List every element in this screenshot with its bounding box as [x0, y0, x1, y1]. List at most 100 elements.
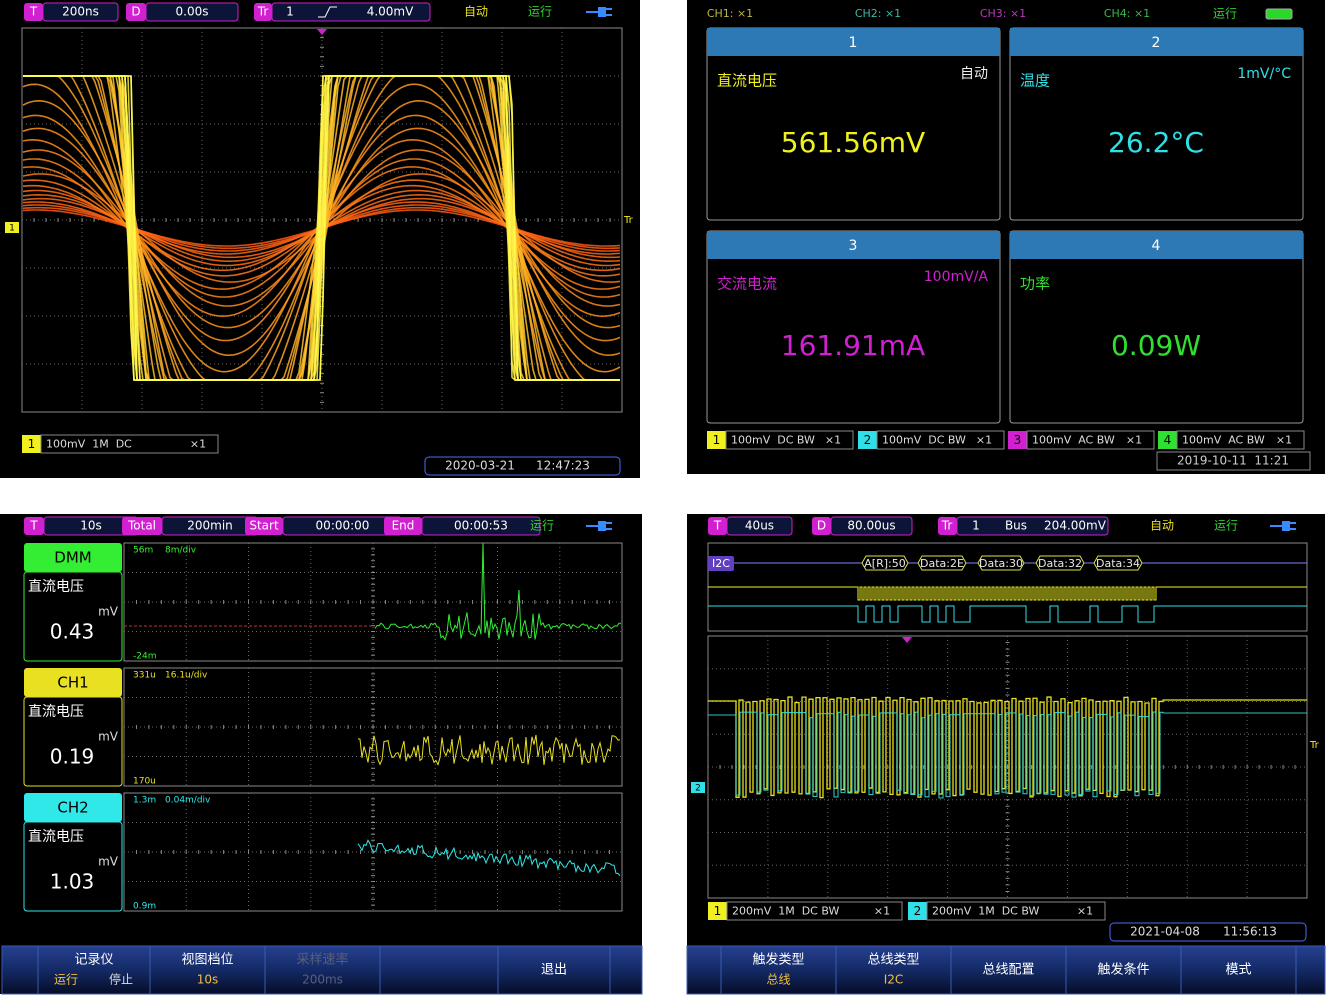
tag-label: Start: [249, 519, 279, 533]
frame-label: A[R]:50: [864, 557, 905, 570]
meter-box: [707, 231, 1000, 423]
menu-button[interactable]: [1296, 946, 1325, 994]
trigger-mode: 自动: [464, 5, 488, 19]
tag-label: End: [392, 519, 415, 533]
track-name: CH2: [57, 799, 88, 817]
value-label: 00:00:53: [454, 519, 508, 533]
channel-header: CH2: ×1: [855, 7, 901, 20]
datetime: 2019-10-11 11:21: [1177, 454, 1289, 468]
meter-measurement: 交流电流: [717, 275, 777, 293]
value-label: 200min: [187, 519, 233, 533]
channel-probe: ×1: [874, 905, 890, 918]
meter-number: 3: [849, 238, 858, 254]
channel-probe: ×1: [190, 438, 206, 451]
menu-option: 运行: [54, 973, 78, 987]
value-label: 200ns: [62, 5, 99, 19]
track-reading: 0.19: [50, 745, 95, 769]
meter-number: 1: [849, 35, 858, 51]
run-state: 运行: [1214, 519, 1238, 533]
scale-per-div: 16.1u/div: [165, 671, 208, 681]
channel-number: 2: [864, 433, 872, 447]
meter-reading: 561.56mV: [781, 126, 925, 159]
track-reading: 1.03: [50, 870, 95, 894]
channel-probe: ×1: [1276, 434, 1292, 447]
track-unit: mV: [98, 855, 119, 869]
channel-header: CH4: ×1: [1104, 7, 1150, 20]
menu-title: 总线类型: [867, 953, 919, 968]
meter-reading: 0.09W: [1111, 329, 1201, 362]
menu-title: 采样速率: [296, 952, 348, 968]
trigger-level: 4.00mV: [367, 5, 414, 19]
trigger-mode: 自动: [1150, 519, 1174, 533]
channel-number: 4: [1164, 433, 1172, 447]
menu-title: 视图档位: [181, 953, 233, 968]
run-state: 运行: [528, 5, 552, 19]
channel-settings: 100mV 1M DC: [46, 438, 132, 451]
track-measurement: 直流电压: [28, 578, 84, 595]
time: 12:47:23: [536, 459, 590, 473]
value-label: 80.00us: [847, 519, 895, 533]
menu-button[interactable]: [610, 946, 642, 994]
tag-label: Tr: [257, 5, 269, 19]
meter-measurement: 温度: [1020, 72, 1050, 90]
track-unit: mV: [98, 605, 119, 619]
channel-probe: ×1: [1126, 434, 1142, 447]
menu-value: 总线: [766, 973, 790, 987]
trigger-source: 1: [972, 519, 980, 533]
meter-reading: 161.91mA: [781, 329, 925, 362]
meter-number: 4: [1152, 238, 1161, 254]
menu-button[interactable]: [380, 946, 498, 994]
meter-mode: 100mV/A: [924, 269, 989, 285]
scale-top: 331u: [133, 671, 156, 681]
tag-label: T: [713, 519, 722, 533]
trigger-type: Bus: [1005, 519, 1027, 533]
track-measurement: 直流电压: [28, 703, 84, 720]
run-state: 运行: [1213, 7, 1237, 21]
channel-settings: 100mV AC BW: [1032, 434, 1115, 447]
frame-label: Data:2E: [920, 557, 964, 570]
channel-number: 3: [1014, 433, 1022, 447]
tag-label: T: [29, 519, 38, 533]
channel-header: CH1: ×1: [707, 7, 753, 20]
plug-icon: [598, 7, 606, 17]
meter-measurement: 直流电压: [717, 72, 777, 90]
channel-header: CH3: ×1: [980, 7, 1026, 20]
meter-measurement: 功率: [1020, 275, 1050, 293]
scale-bottom: 0.9m: [133, 902, 156, 912]
menu-title: 总线配置: [982, 963, 1034, 978]
menu-title: 记录仪: [74, 953, 113, 968]
menu-title: 退出: [541, 963, 567, 978]
value-label: 0.00s: [176, 5, 209, 19]
scale-top: 56m: [133, 546, 153, 556]
scale-per-div: 8m/div: [165, 546, 197, 556]
date: 2021-04-08: [1130, 925, 1200, 939]
track-name: DMM: [54, 549, 91, 567]
channel-settings: 100mV DC BW: [882, 434, 966, 447]
track-name: CH1: [57, 674, 88, 692]
channel-number: 1: [713, 433, 721, 447]
channel-number: 1: [28, 437, 36, 451]
trigger-marker: Tr: [623, 215, 634, 226]
time: 11:56:13: [1223, 925, 1277, 939]
frame-label: Data:34: [1096, 557, 1140, 570]
scale-bottom: 170u: [133, 777, 156, 787]
menu-value: 10s: [197, 973, 219, 987]
menu-button[interactable]: [687, 946, 721, 994]
bus-label: I2C: [712, 557, 730, 570]
plug-icon: [598, 521, 606, 531]
menu-title: 触发类型: [752, 952, 804, 968]
scale-per-div: 0.04m/div: [165, 796, 211, 806]
scale-bottom: -24m: [133, 652, 156, 662]
menu-title: 触发条件: [1097, 962, 1149, 978]
battery-icon: [1266, 9, 1292, 19]
trigger-source: 1: [286, 5, 294, 19]
menu-button[interactable]: [2, 946, 38, 994]
trigger-marker: Tr: [1309, 740, 1320, 751]
channel-settings: 200mV 1M DC BW: [732, 905, 840, 918]
meter-reading: 26.2°C: [1108, 126, 1204, 159]
frame-label: Data:32: [1038, 557, 1082, 570]
menu-option: 停止: [109, 972, 133, 987]
track-unit: mV: [98, 730, 119, 744]
